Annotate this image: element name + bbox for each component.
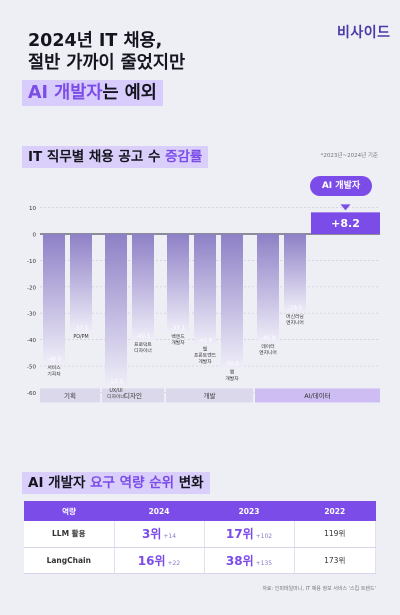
headline-line-3: AI 개발자는 예외 [22, 80, 163, 106]
chart-title-prefix: IT 직무별 채용 공고 수 [28, 149, 166, 165]
bar-category-label: 디자이너 [107, 393, 125, 400]
bar-category-label: 기획자 [47, 370, 61, 377]
y-tick-label: -20 [27, 285, 36, 291]
source-footnote: 자료: 인피테일마니, IT 채용 정보 서비스 '스킵 트렌드' [262, 586, 376, 592]
table-row: LLM 활용 3위 +14 17위 +102 119위 [24, 521, 376, 548]
headline-line-2: 절반 가까이 줄었지만 [28, 53, 186, 73]
bar-category-label: 프로덕트 [134, 341, 152, 348]
bar-category-label: 데이터 [261, 343, 274, 350]
bar-value-label: -37.1 [171, 325, 185, 331]
bar-category-label: 디자이너 [134, 347, 152, 354]
bar-category-label: 엔지니어 [259, 349, 277, 356]
bar-category-label: UX/UI [109, 388, 122, 394]
bar [257, 234, 279, 342]
bar-category-label: 프론트엔드 [194, 352, 217, 359]
y-tick-label: 10 [29, 206, 36, 212]
bar-value-label: -29.5 [288, 305, 303, 311]
chart-title-accent: 증감률 [165, 149, 203, 165]
rank-2024: 16위 +22 [114, 547, 205, 574]
header-2023: 2023 [204, 501, 294, 521]
bar [311, 212, 380, 234]
category-band [255, 388, 380, 403]
bar-category-label: 개발자 [198, 358, 212, 365]
bar [132, 234, 154, 340]
y-tick-label: -50 [27, 365, 36, 371]
brand-logo: 비사이드 [337, 25, 391, 41]
rank-2023: 17위 +102 [204, 521, 295, 548]
category-band [166, 388, 253, 403]
bar-category-label: 머신러닝 [286, 313, 304, 320]
category-band [40, 388, 100, 403]
table-title-accent: 요구 역량 순위 [90, 475, 175, 491]
bar-category-label: 엔지니어 [286, 319, 304, 326]
bar-value-label: -40.1 [136, 333, 150, 339]
bar [221, 234, 243, 368]
chart-section-title: IT 직무별 채용 공고 수 증감률 [22, 146, 209, 168]
y-tick-label: 0 [33, 233, 37, 239]
bar-value-label: -50.6 [225, 361, 240, 367]
bar-category-label: 백엔드 [171, 333, 185, 340]
category-label: 디자인 [124, 391, 142, 400]
rank-2022: 119위 [294, 521, 376, 548]
bar [167, 234, 189, 332]
bar-value-label: +8.2 [331, 217, 360, 230]
bar [70, 234, 92, 332]
skill-name: LLM 활용 [24, 521, 115, 548]
headline-accent: AI 개발자 [28, 83, 103, 103]
table-title-suffix: 변화 [174, 475, 204, 491]
y-tick-label: -60 [27, 391, 36, 397]
header-2024: 2024 [114, 501, 204, 521]
header-2022: 2022 [294, 501, 376, 521]
skill-rank-table: 역량 2024 2023 2022 LLM 활용 3위 +14 17위 +102 1… [24, 501, 376, 574]
rank-2023: 38위 +135 [204, 547, 295, 574]
skill-name: LangChain [24, 547, 115, 574]
bar-value-label: -57.5 [109, 379, 124, 385]
y-tick-label: -40 [27, 338, 36, 344]
y-tick-label: -30 [27, 312, 36, 318]
change-rate-chart: 10 0 -10 -20 -30 -40 -50 -60 기획 디자인 개발 AI/데이터 -48.… [27, 204, 380, 403]
category-label: 개발 [204, 391, 216, 400]
bar-category-label: PO/PM [73, 334, 88, 340]
chart-note: *2023년~2024년 기준 [320, 153, 378, 159]
bar [105, 234, 127, 386]
rank-2022: 173위 [294, 547, 376, 574]
table-title-prefix: AI 개발자 [28, 475, 91, 491]
rank-2024: 3위 +14 [114, 521, 205, 548]
y-tick-label: -10 [27, 259, 36, 265]
header-skill: 역량 [24, 501, 114, 521]
table-row: LangChain 16위 +22 38위 +135 173위 [24, 547, 376, 574]
table-section-title: AI 개발자 요구 역량 순위 변화 [22, 472, 210, 494]
bar [194, 234, 216, 345]
headline-rest: 는 예외 [102, 83, 157, 103]
bar-value-label: -41.8 [198, 338, 213, 344]
bar [43, 234, 65, 364]
bar-category-label: 서비스 [47, 364, 61, 371]
category-label: 기획 [64, 391, 76, 400]
table-header-row: 역량 2024 2023 2022 [24, 501, 376, 521]
bar-value-label: -40.9 [261, 335, 276, 341]
category-label: AI/데이터 [304, 391, 331, 400]
badge-pointer [340, 204, 351, 211]
ai-developer-badge: AI 개발자 [310, 176, 372, 196]
headline-line-1: 2024년 IT 채용, [28, 31, 163, 51]
bar-category-label: 개발자 [171, 339, 185, 346]
bar-category-label: 앱 [230, 369, 234, 376]
category-band [102, 388, 164, 403]
bar-category-label: 웹 [203, 345, 207, 352]
bar-value-label: -37.1 [74, 325, 88, 331]
bar-category-label: 개발자 [225, 375, 239, 382]
bar-value-label: -48.9 [47, 357, 62, 363]
bar [284, 234, 306, 312]
